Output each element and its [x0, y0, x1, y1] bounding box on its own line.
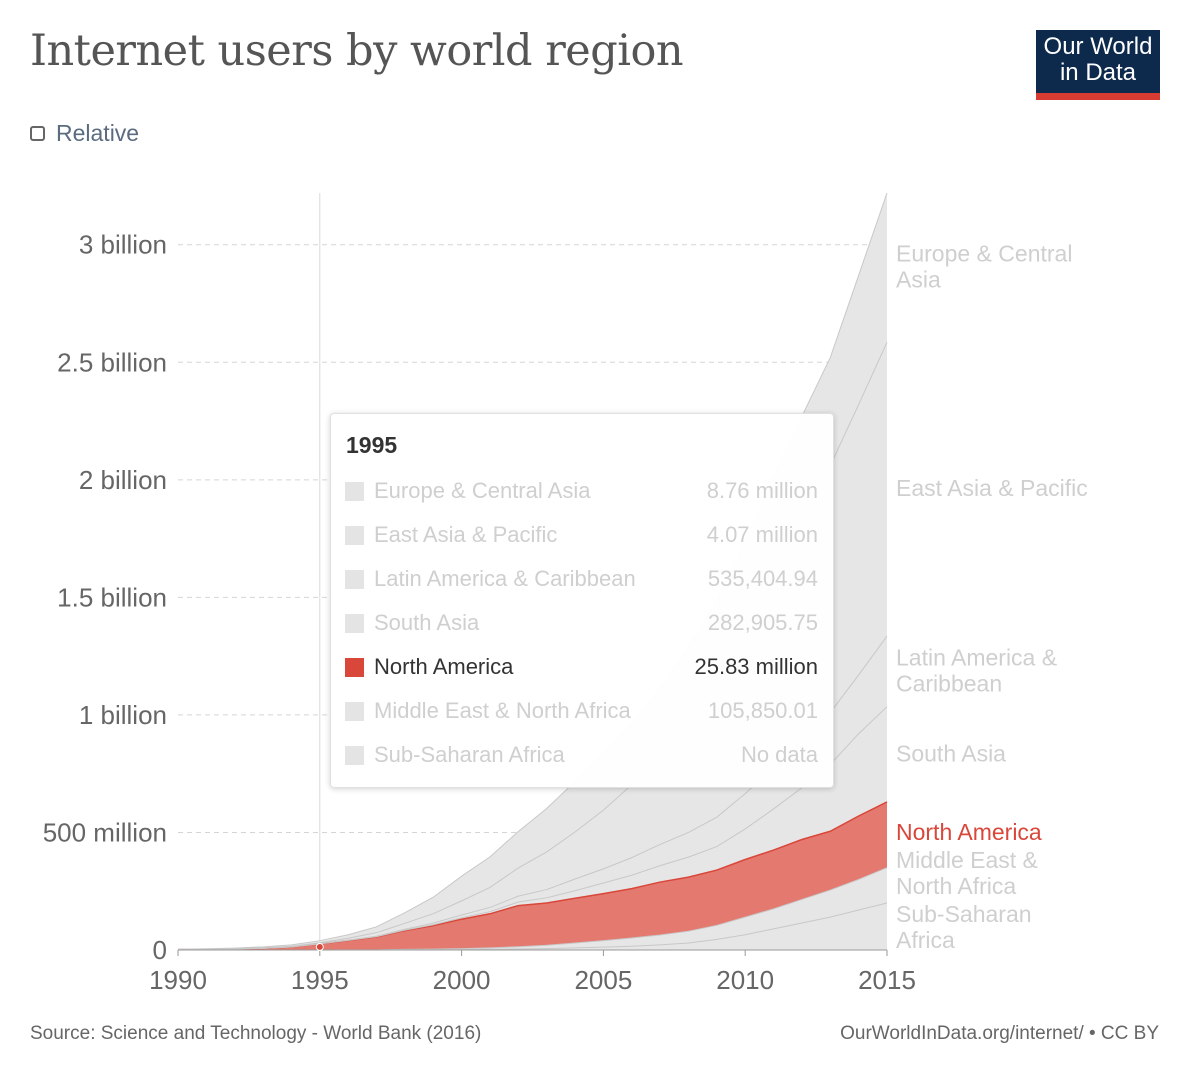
owid-logo[interactable]: Our World in Data — [1036, 30, 1160, 100]
tooltip-row-name: Sub-Saharan Africa — [374, 742, 565, 767]
relative-toggle-label: Relative — [56, 120, 140, 146]
relative-toggle[interactable]: Relative — [30, 120, 139, 147]
tooltip-swatch — [345, 657, 364, 677]
area-south-asia — [178, 706, 887, 950]
tooltip-row: South Asia 282,905.75 — [345, 608, 818, 638]
area-sub-saharan-africa — [178, 902, 887, 950]
tooltip-row-name: North America — [374, 654, 514, 679]
tooltip-row: Sub-Saharan Africa No data — [345, 740, 818, 770]
series-label: Europe & Central — [896, 241, 1072, 267]
tooltip-swatch — [345, 481, 364, 501]
tooltip-row-value: 8.76 million — [706, 478, 818, 503]
series-label: Asia — [896, 267, 941, 293]
tooltip-row-value: No data — [740, 742, 818, 767]
logo-accent-bar — [1036, 93, 1160, 100]
tooltip-row: Europe & Central Asia 8.76 million — [345, 476, 818, 506]
tooltip-row-name: South Asia — [374, 610, 480, 635]
tooltip-row-value: 25.83 million — [694, 654, 818, 679]
y-tick-label: 2.5 billion — [57, 347, 167, 377]
series-label: Sub-Saharan — [896, 901, 1032, 927]
relative-checkbox[interactable] — [30, 126, 45, 141]
tooltip-row-value: 282,905.75 — [707, 610, 818, 635]
hover-marker — [315, 942, 324, 951]
x-tick-label: 2010 — [716, 965, 774, 995]
chart-title: Internet users by world region — [30, 26, 684, 76]
y-tick-label: 2 billion — [79, 465, 167, 495]
series-label: South Asia — [896, 740, 1006, 766]
logo-text: Our World in Data — [1036, 34, 1160, 86]
tooltip-row-name: Latin America & Caribbean — [374, 566, 636, 591]
tooltip-row: Latin America & Caribbean 535,404.94 — [345, 564, 818, 594]
logo-line-2: in Data — [1059, 59, 1137, 86]
area-east-asia-pacific — [178, 342, 887, 950]
license-link[interactable]: OurWorldInData.org/internet/ • CC BY — [840, 1023, 1159, 1044]
series-label: Africa — [896, 927, 955, 953]
tooltip-swatch — [345, 525, 364, 545]
hover-point — [315, 942, 324, 951]
series-label: North Africa — [896, 873, 1016, 899]
x-tick-label: 2000 — [433, 965, 491, 995]
series-label: North America — [896, 819, 1042, 845]
tooltip-row-name: Middle East & North Africa — [374, 698, 631, 723]
tooltip-row: North America 25.83 million — [345, 652, 818, 682]
tooltip-row-value: 4.07 million — [706, 522, 818, 547]
y-tick-label: 1.5 billion — [57, 582, 167, 612]
logo-line-1: Our World — [1043, 33, 1153, 60]
area-middle-east-north-africa — [178, 867, 887, 950]
series-label: Caribbean — [896, 670, 1002, 696]
x-tick-label: 1995 — [291, 965, 349, 995]
tooltip-row-name: East Asia & Pacific — [374, 522, 558, 547]
area-north-america — [178, 801, 887, 950]
tooltip-swatch — [345, 613, 364, 633]
tooltip-row: Middle East & North Africa 105,850.01 — [345, 696, 818, 726]
x-tick-label: 1990 — [149, 965, 207, 995]
y-tick-label: 0 — [153, 935, 167, 965]
series-label: Latin America & — [896, 644, 1057, 670]
tooltip: 1995 Europe & Central Asia 8.76 million Ea… — [330, 413, 834, 788]
series-label: East Asia & Pacific — [896, 475, 1088, 501]
source-note: Source: Science and Technology - World B… — [30, 1023, 482, 1044]
tooltip-row: East Asia & Pacific 4.07 million — [345, 520, 818, 550]
tooltip-year: 1995 — [346, 432, 398, 458]
tooltip-row-value: 105,850.01 — [707, 698, 818, 723]
y-tick-label: 1 billion — [79, 700, 167, 730]
x-tick-label: 2015 — [858, 965, 916, 995]
y-tick-label: 3 billion — [79, 230, 167, 260]
tooltip-row-value: 535,404.94 — [707, 566, 818, 591]
tooltip-swatch — [345, 745, 364, 765]
x-tick-label: 2005 — [574, 965, 632, 995]
tooltip-swatch — [345, 701, 364, 721]
series-label: Middle East & — [896, 847, 1038, 873]
y-tick-label: 500 million — [43, 817, 167, 847]
tooltip-row-name: Europe & Central Asia — [374, 478, 591, 503]
tooltip-swatch — [345, 569, 364, 589]
axes: 0 500 million 1 billion 1.5 billion 2 billio… — [43, 230, 916, 995]
